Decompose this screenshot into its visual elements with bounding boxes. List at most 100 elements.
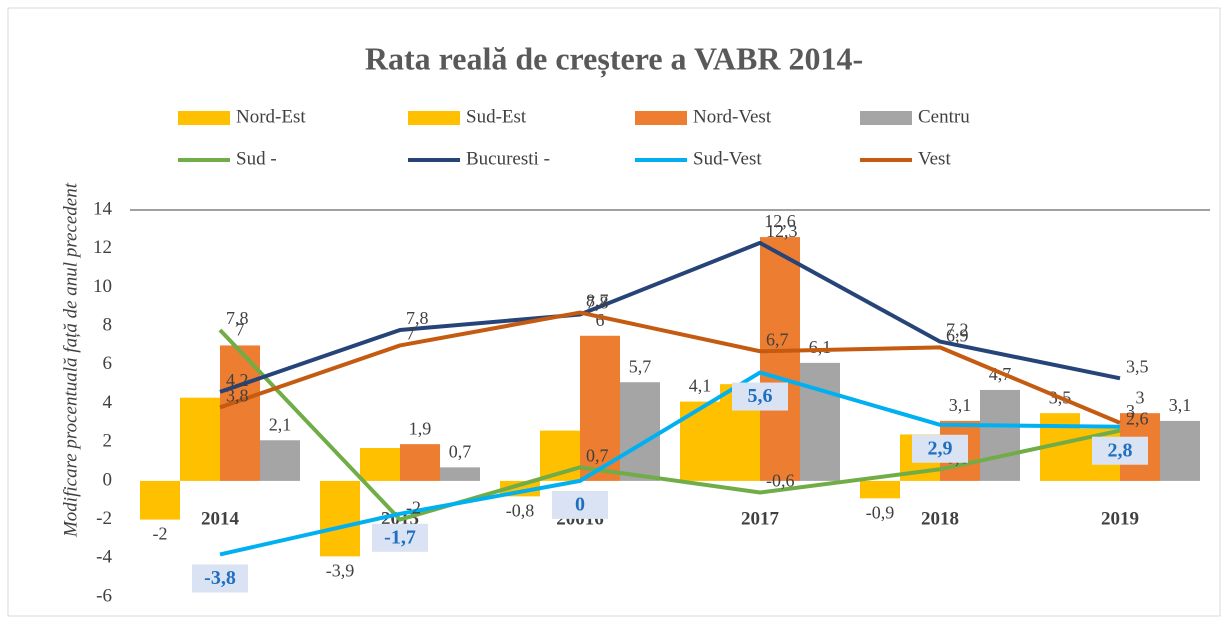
legend-swatch	[635, 111, 687, 125]
data-label-box: -3,8	[192, 564, 248, 593]
chart-title: Rata reală de creștere a VABR 2014-	[365, 40, 863, 77]
data-label: 1,9	[409, 418, 432, 438]
data-label: 3	[1136, 387, 1145, 407]
bar	[260, 440, 300, 481]
data-label: -0,8	[506, 501, 535, 521]
label-box	[192, 564, 248, 593]
x-tick-label: 2014	[201, 508, 240, 529]
bar	[1160, 420, 1200, 481]
x-tick-label: 2017	[741, 508, 780, 529]
data-label-box: 2,9	[912, 434, 968, 463]
y-tick-label: 8	[103, 314, 113, 335]
data-label: 12,3	[766, 221, 798, 241]
data-label: 2,8	[1108, 439, 1133, 461]
data-label: 6	[596, 310, 605, 330]
data-label: 4,1	[689, 376, 712, 396]
bar	[400, 444, 440, 481]
data-label-box: -1,7	[372, 523, 428, 552]
y-tick-label: 2	[103, 431, 113, 452]
data-label: 7,2	[946, 320, 969, 340]
data-label: 3,1	[949, 395, 972, 415]
line	[218, 328, 1121, 522]
data-label: -0,9	[866, 502, 895, 522]
label-box	[912, 434, 968, 463]
data-label: 7	[236, 320, 245, 340]
label-box	[1092, 436, 1148, 465]
x-tick-label: 2018	[921, 508, 959, 529]
data-label: 0,7	[449, 441, 472, 461]
line	[219, 370, 1121, 557]
data-label: 3,5	[1126, 356, 1149, 376]
bar	[580, 335, 620, 481]
legend-label: Centru	[918, 106, 970, 127]
data-label: 0	[575, 493, 585, 515]
bar	[800, 362, 840, 481]
data-label: 6,1	[809, 337, 832, 357]
data-label: -2	[153, 524, 168, 544]
data-label: 4,2	[226, 370, 249, 390]
data-label: 7,8	[226, 308, 249, 328]
data-label: 5,7	[629, 356, 652, 376]
chart-frame	[7, 7, 1221, 617]
y-tick-label: 12	[93, 237, 112, 258]
y-tick-label: 6	[103, 353, 113, 374]
bar	[620, 382, 660, 481]
data-label: 6,9	[946, 326, 969, 346]
data-label: 2,9	[928, 437, 953, 459]
data-label: 7,8	[406, 308, 429, 328]
y-tick-label: -2	[96, 508, 112, 529]
bar	[220, 345, 260, 481]
bar	[140, 480, 180, 520]
data-label: 8,7	[586, 291, 609, 311]
legend-label: Sud -	[236, 148, 277, 169]
legend-label: Nord-Est	[236, 106, 306, 127]
bar	[320, 480, 360, 557]
label-box	[552, 490, 608, 519]
legend-label: Vest	[918, 148, 951, 169]
legend-label: Nord-Vest	[693, 106, 772, 127]
data-label: 3	[1126, 401, 1135, 421]
data-label: 7	[406, 324, 415, 344]
y-tick-label: 0	[103, 469, 113, 490]
y-tick-label: 14	[93, 198, 113, 219]
legend-swatch	[408, 111, 460, 125]
legend-label: Sud-Vest	[693, 148, 762, 169]
data-label: 3,8	[226, 385, 249, 405]
line	[219, 310, 1121, 425]
data-label: -2	[406, 498, 421, 518]
data-label: 0,7	[586, 445, 609, 465]
data-label: -3,9	[326, 560, 355, 580]
data-label: 2,1	[269, 414, 292, 434]
bar	[180, 397, 220, 481]
bar	[680, 401, 720, 481]
data-label: 12,6	[764, 211, 796, 231]
data-label-box: 2,8	[1092, 436, 1148, 465]
label-box	[732, 382, 788, 411]
legend-label: Bucuresti -	[466, 148, 550, 169]
legend-swatch	[860, 111, 912, 125]
bar	[760, 237, 800, 481]
y-tick-label: -6	[96, 585, 112, 606]
data-label: 3,1	[1169, 395, 1192, 415]
bar	[980, 389, 1020, 481]
legend-swatch	[178, 111, 230, 125]
bar	[360, 448, 400, 481]
y-tick-label: 4	[103, 392, 113, 413]
data-label: 2,6	[1126, 409, 1149, 429]
x-tick-label: 2019	[1101, 508, 1139, 529]
bar	[440, 467, 480, 481]
legend-label: Sud-Est	[466, 106, 527, 127]
y-tick-label: -4	[96, 547, 112, 568]
data-label-box: 0	[552, 490, 608, 519]
y-tick-label: 10	[93, 276, 112, 297]
y-axis-label: Modificare procentuală față de anul prec…	[60, 182, 81, 538]
data-label: 6,7	[766, 329, 789, 349]
data-label: -0,6	[766, 471, 795, 491]
data-label-box: 5,6	[732, 382, 788, 411]
line	[219, 240, 1121, 394]
bar	[860, 480, 900, 499]
data-label: 7,8	[586, 293, 609, 313]
label-box	[372, 523, 428, 552]
data-label: 5,6	[748, 385, 773, 407]
